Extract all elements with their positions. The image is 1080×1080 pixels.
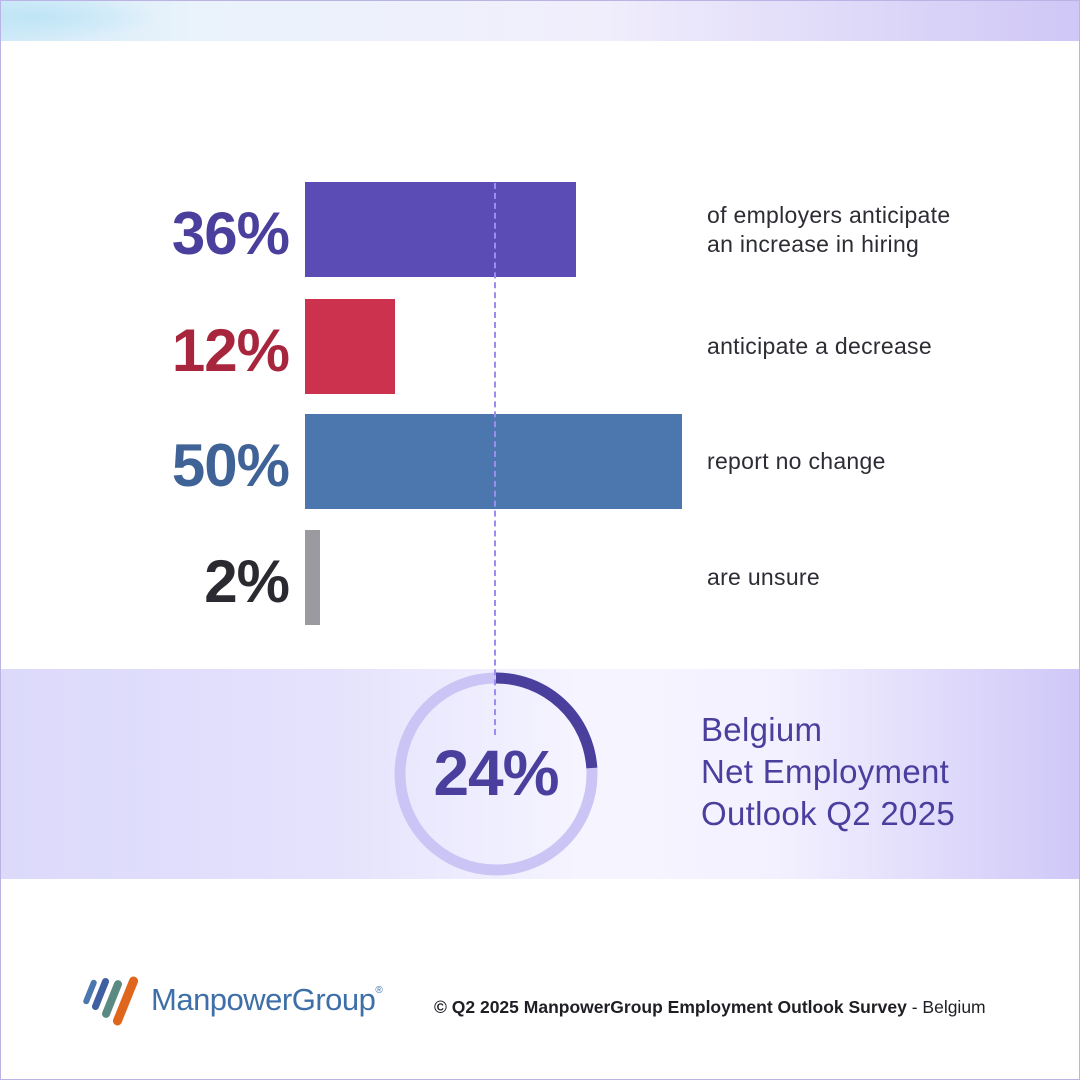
neo-title-line: Belgium (701, 711, 823, 748)
neo-title-line: Outlook Q2 2025 (701, 795, 955, 832)
neo-highlight-band (1, 669, 1079, 879)
manpowergroup-logo-icon (83, 976, 139, 1026)
neo-title: Belgium Net Employment Outlook Q2 2025 (701, 709, 1061, 835)
percent-label: 2% (204, 548, 290, 615)
bar-description-line: an increase in hiring (707, 230, 920, 257)
bar-description: are unsure (707, 563, 1027, 592)
gauge-value-arc (495, 672, 598, 769)
neo-value: 24% (433, 737, 559, 809)
percent-label: 50% (171, 432, 290, 499)
percent-label: 12% (171, 317, 290, 384)
bar (305, 414, 682, 509)
neo-reference-line (494, 183, 496, 735)
bar (305, 530, 321, 625)
percent-label: 36% (171, 200, 290, 267)
hiring-outlook-bar-chart: 36% of employers anticipate an increase in… (1, 1, 1080, 661)
brand-text: ManpowerGroup (151, 982, 376, 1017)
brand-name: ManpowerGroup® (151, 982, 383, 1017)
bar-description-line: report no change (707, 448, 886, 474)
bar-description-line: anticipate a decrease (707, 333, 932, 359)
bar-description: report no change (707, 447, 1027, 476)
bar-description-line: of employers anticipate (707, 201, 951, 228)
bar (305, 299, 396, 394)
bar-description: of employers anticipate an increase in hi… (707, 201, 1027, 259)
bar-description: anticipate a decrease (707, 332, 1027, 361)
bar-description-line: are unsure (707, 564, 820, 590)
copyright-notice: © Q2 2025 ManpowerGroup Employment Outlo… (434, 996, 986, 1018)
top-gradient-band (1, 1, 1079, 41)
bar (305, 182, 577, 277)
registered-mark: ® (375, 985, 383, 996)
copyright-main: © Q2 2025 ManpowerGroup Employment Outlo… (434, 997, 907, 1017)
copyright-country: - Belgium (906, 997, 986, 1017)
neo-gauge (394, 672, 598, 876)
neo-title-line: Net Employment (701, 753, 950, 790)
